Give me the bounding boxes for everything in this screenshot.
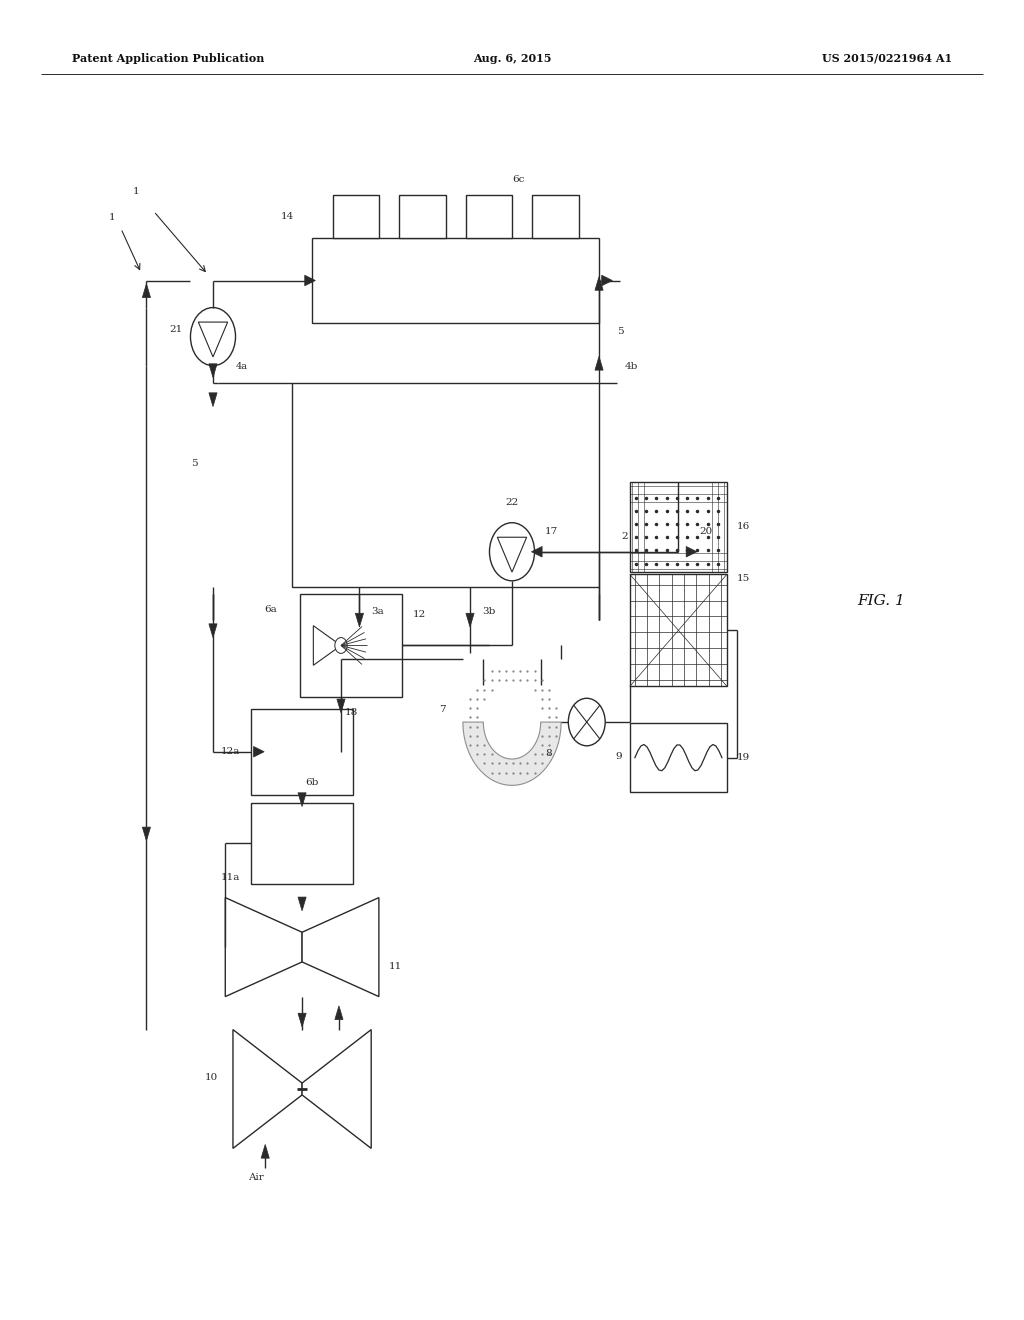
- Polygon shape: [142, 828, 151, 841]
- Bar: [292, 383, 599, 587]
- Bar: [312, 238, 599, 323]
- Text: 17: 17: [545, 528, 558, 536]
- Text: FIG. 1: FIG. 1: [857, 594, 904, 607]
- Circle shape: [568, 698, 605, 746]
- Polygon shape: [335, 1006, 343, 1019]
- Text: 5: 5: [617, 327, 624, 337]
- Text: 8: 8: [546, 750, 552, 758]
- Polygon shape: [466, 614, 474, 627]
- Text: 4a: 4a: [236, 363, 248, 371]
- Text: Air: Air: [248, 1173, 264, 1181]
- Text: 15: 15: [737, 574, 751, 582]
- Text: 4b: 4b: [625, 363, 638, 371]
- Bar: [630, 723, 727, 792]
- Polygon shape: [232, 1030, 302, 1148]
- Text: 6c: 6c: [513, 176, 525, 183]
- Circle shape: [190, 308, 236, 366]
- Text: 3a: 3a: [372, 607, 384, 615]
- Polygon shape: [686, 546, 696, 557]
- Text: 16: 16: [737, 523, 751, 531]
- Polygon shape: [298, 1014, 306, 1027]
- Circle shape: [489, 523, 535, 581]
- Polygon shape: [302, 898, 379, 997]
- Polygon shape: [209, 393, 217, 407]
- Bar: [251, 709, 353, 795]
- Text: Patent Application Publication: Patent Application Publication: [72, 53, 264, 63]
- Text: 14: 14: [281, 213, 294, 220]
- Bar: [300, 594, 402, 697]
- Bar: [399, 195, 445, 238]
- Polygon shape: [298, 898, 306, 911]
- Text: 5: 5: [191, 459, 198, 467]
- Text: US 2015/0221964 A1: US 2015/0221964 A1: [822, 53, 952, 63]
- Polygon shape: [498, 537, 526, 572]
- Polygon shape: [313, 626, 341, 665]
- Polygon shape: [337, 700, 345, 713]
- Bar: [532, 195, 579, 238]
- Polygon shape: [602, 276, 612, 286]
- Polygon shape: [298, 793, 306, 807]
- Bar: [333, 195, 379, 238]
- Text: 3b: 3b: [481, 607, 496, 615]
- Text: 19: 19: [737, 754, 751, 762]
- Bar: [630, 574, 727, 686]
- Polygon shape: [531, 546, 542, 557]
- Polygon shape: [302, 1030, 371, 1148]
- Polygon shape: [463, 722, 561, 785]
- Text: 9: 9: [615, 752, 622, 760]
- Polygon shape: [595, 277, 603, 290]
- Text: 11: 11: [389, 962, 402, 972]
- Text: 21: 21: [169, 326, 182, 334]
- Text: 10: 10: [205, 1073, 217, 1081]
- Polygon shape: [254, 747, 264, 758]
- Polygon shape: [355, 614, 364, 627]
- Text: 18: 18: [345, 709, 357, 717]
- Polygon shape: [595, 356, 603, 370]
- Text: 6b: 6b: [305, 779, 319, 787]
- Bar: [466, 195, 512, 238]
- Polygon shape: [209, 624, 217, 638]
- Text: 2: 2: [622, 532, 628, 541]
- Polygon shape: [199, 322, 227, 356]
- Text: 7: 7: [439, 705, 445, 714]
- Polygon shape: [225, 898, 302, 997]
- Text: Aug. 6, 2015: Aug. 6, 2015: [473, 53, 551, 63]
- Text: 6a: 6a: [264, 605, 276, 614]
- Text: 20: 20: [698, 528, 712, 536]
- Polygon shape: [209, 364, 217, 378]
- Bar: [630, 482, 727, 572]
- Text: 12: 12: [413, 610, 426, 619]
- Bar: [251, 803, 353, 884]
- Text: 12a: 12a: [221, 747, 241, 756]
- Text: 11a: 11a: [221, 874, 241, 882]
- Text: 1: 1: [133, 187, 139, 195]
- Polygon shape: [305, 276, 315, 286]
- Text: 22: 22: [506, 499, 518, 507]
- Polygon shape: [142, 284, 151, 297]
- Polygon shape: [261, 1144, 269, 1158]
- Circle shape: [335, 638, 347, 653]
- Text: 1: 1: [110, 214, 116, 222]
